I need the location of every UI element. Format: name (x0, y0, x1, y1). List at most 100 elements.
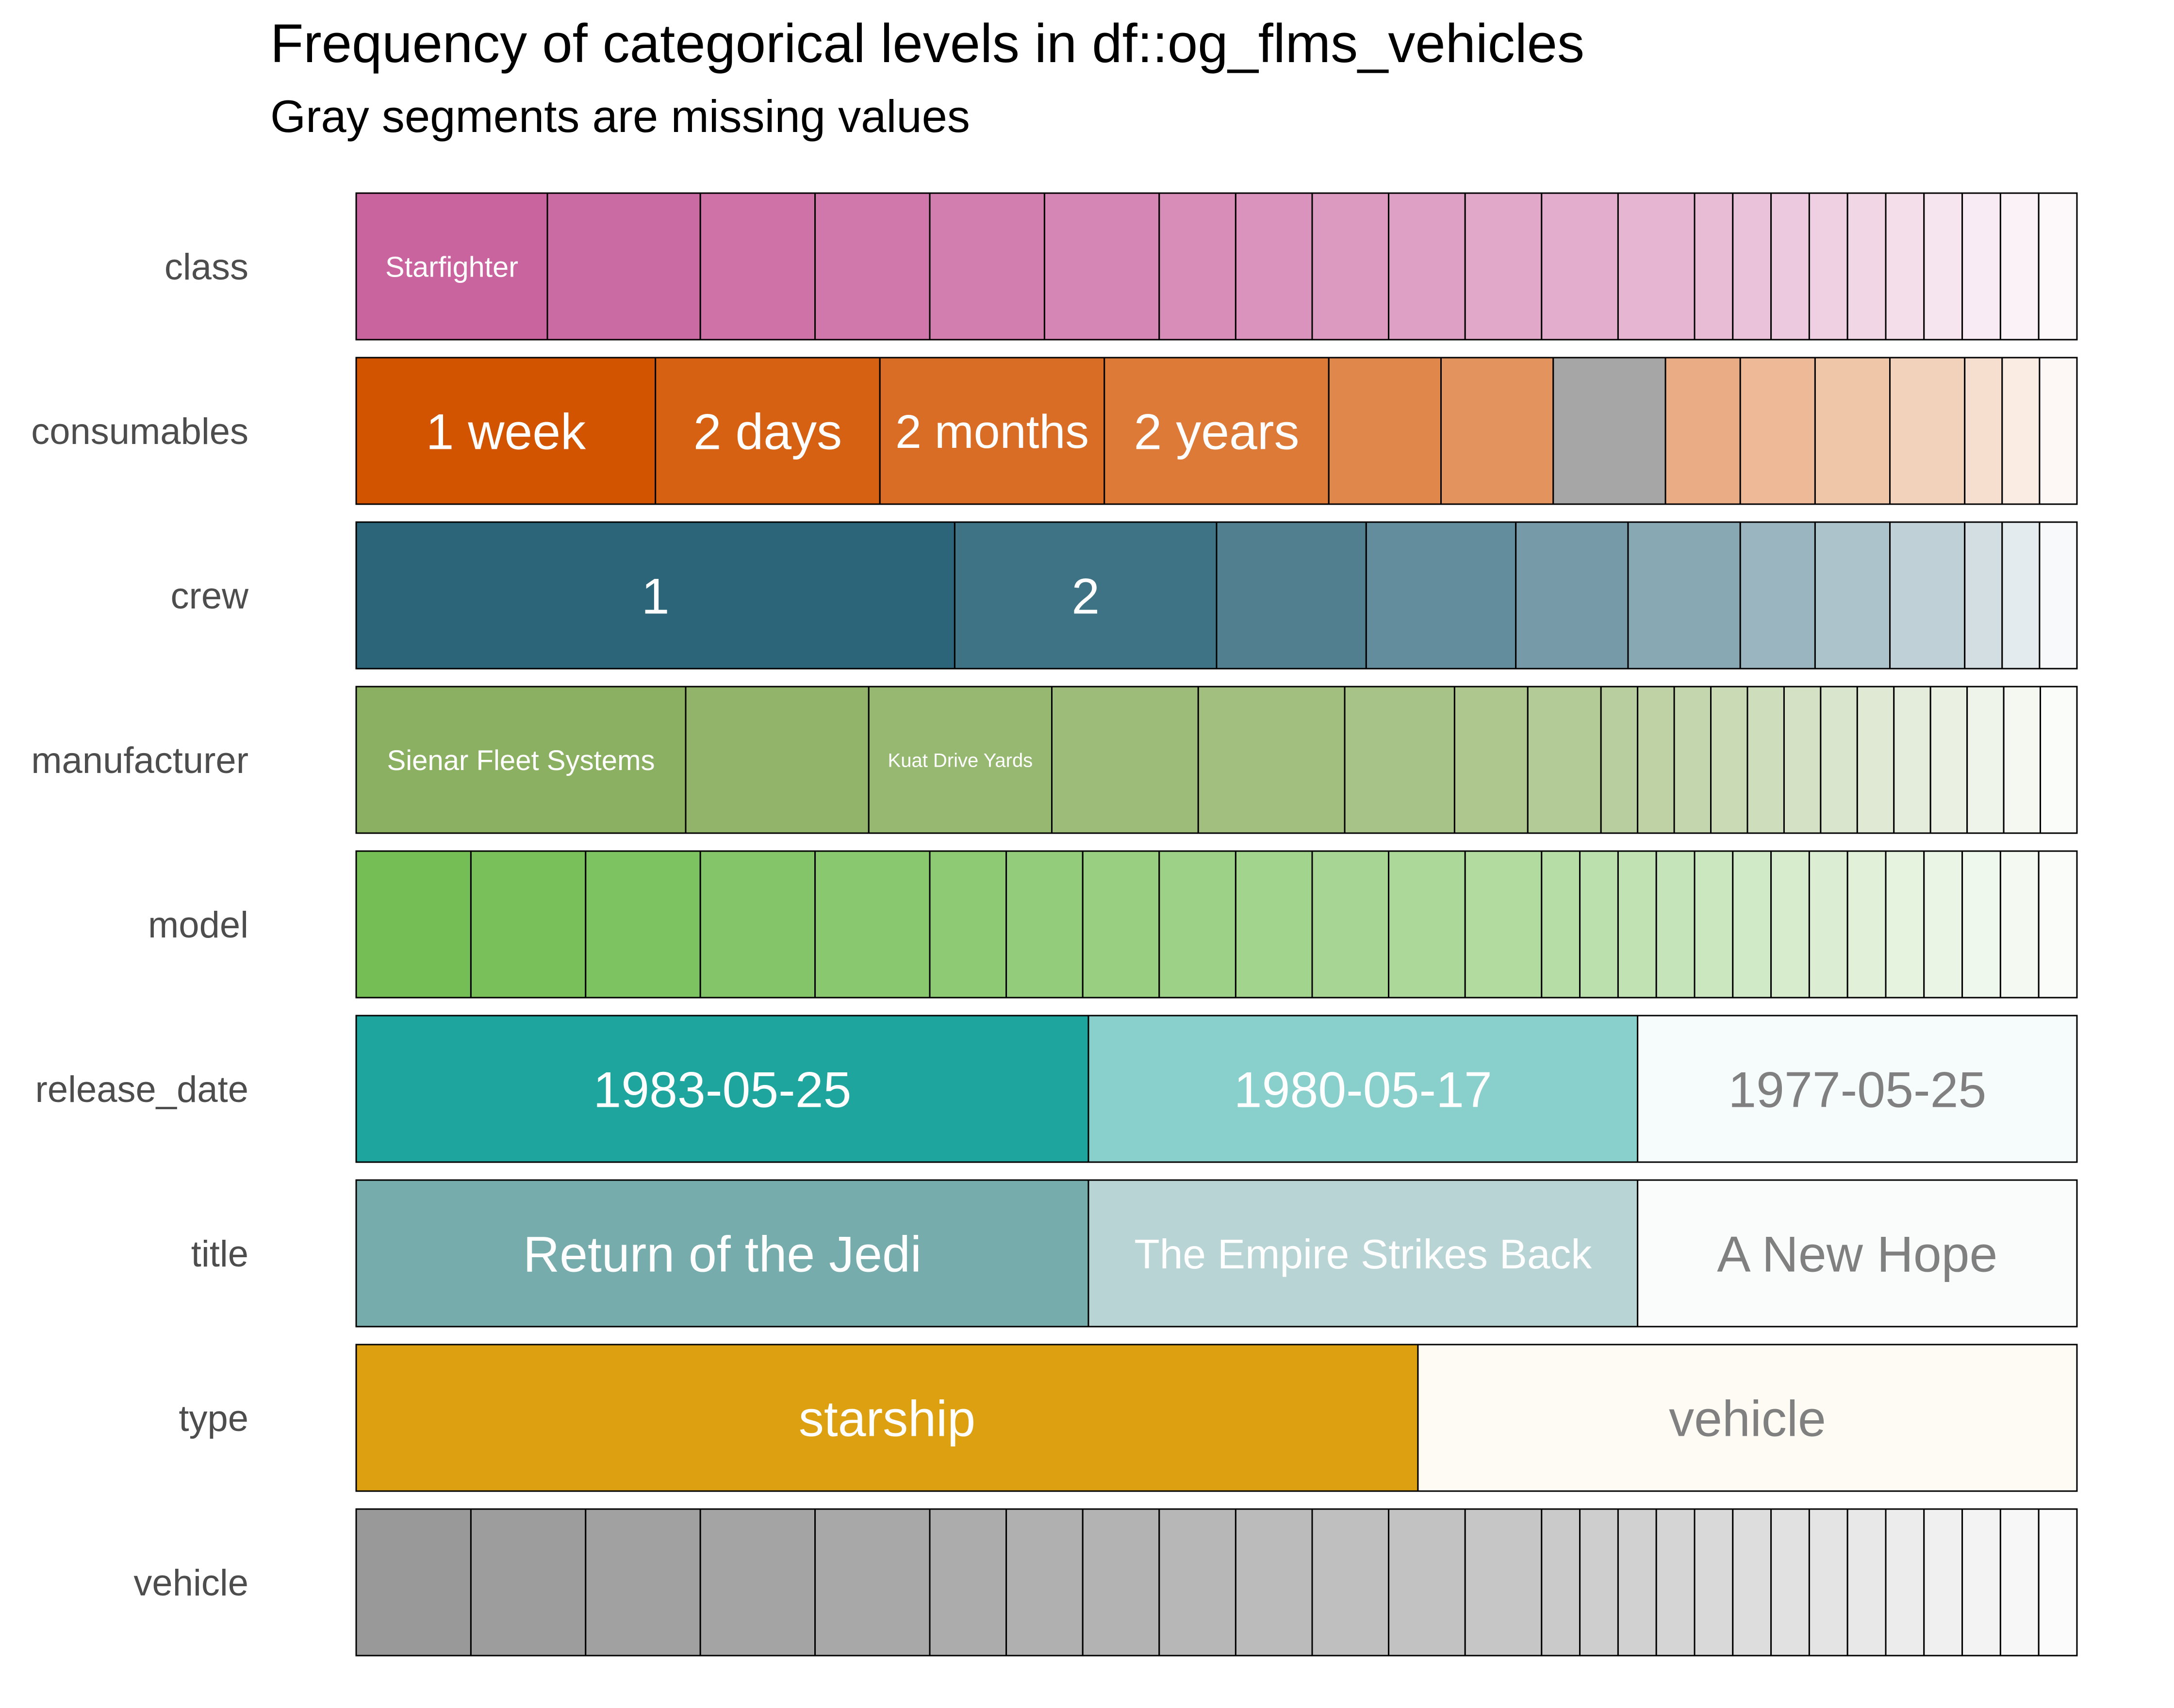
bar-segment (2038, 192, 2078, 341)
bar-segment (929, 192, 1045, 341)
bar-segment (1999, 850, 2040, 999)
segment-label: vehicle (1669, 1391, 1826, 1447)
bar-segment (355, 1508, 472, 1657)
bar-segment (355, 1015, 1089, 1163)
bar-segment (1005, 850, 1084, 999)
segment-label: starship (799, 1391, 975, 1447)
bar-segment (1885, 192, 1925, 341)
bar-segment (1216, 521, 1367, 670)
bar-segment (1966, 686, 2005, 834)
bar-segment (1808, 1508, 1848, 1657)
bar-segment (1627, 521, 1741, 670)
bar-segment (2038, 1508, 2078, 1657)
bar-segment (1964, 521, 2003, 670)
bar-segment (1158, 1508, 1236, 1657)
bar-segment (1808, 192, 1848, 341)
bar-segment (1579, 1508, 1619, 1657)
row-manufacturer: manufacturer Sienar Fleet Systems Kuat Dri… (31, 686, 2078, 834)
segment-label: A New Hope (1717, 1226, 1997, 1282)
bar-segment (2001, 357, 2041, 505)
bar-segment (1664, 357, 1741, 505)
bar-segment (1783, 686, 1822, 834)
bar-segment (1673, 686, 1712, 834)
bar-segment (2039, 521, 2078, 670)
bar-segment (1365, 521, 1517, 670)
row-release-date: release_date 1983-05-25 1980-05-17 1977-05-… (35, 1015, 2078, 1163)
bar-segment (1710, 686, 1748, 834)
bar-segment (1655, 850, 1696, 999)
bar-segment (2039, 357, 2078, 505)
bar-segment (699, 1508, 816, 1657)
bar-segment (1417, 1344, 2078, 1492)
row-title: title Return of the Jedi The Empire Strike… (191, 1179, 2078, 1328)
segment-label: Sienar Fleet Systems (387, 745, 655, 776)
bar-segment (585, 1508, 701, 1657)
segment-label: 2 years (1134, 404, 1299, 460)
row-model: model (148, 850, 2078, 999)
bar-segment (2040, 686, 2078, 834)
bar-segment (1158, 850, 1236, 999)
row-vehicle: vehicle (133, 1508, 2078, 1657)
bar-segment (1694, 1508, 1734, 1657)
bar-segment (1235, 192, 1313, 341)
bar-segment (1732, 1508, 1772, 1657)
bar-segment (1770, 850, 1810, 999)
bar-segment (1311, 192, 1390, 341)
bar-segment (1655, 1508, 1696, 1657)
segment-label: 2 (1071, 568, 1100, 624)
bar-segment (585, 850, 701, 999)
bar-segment (1158, 192, 1236, 341)
bar-segment (470, 850, 587, 999)
bar-segment (1885, 850, 1925, 999)
bar-segment (1885, 1508, 1925, 1657)
row-label: vehicle (133, 1562, 248, 1604)
bar-segment (1043, 192, 1160, 341)
bar-segment (1464, 850, 1543, 999)
segment-label: 1983-05-25 (593, 1062, 851, 1118)
bar-segment (655, 357, 881, 505)
row-label: model (148, 904, 248, 946)
bar-segment (1311, 850, 1390, 999)
bar-segment (2003, 686, 2042, 834)
bar-segment (1694, 850, 1734, 999)
segment-label: 2 days (693, 404, 842, 460)
bar-segment (355, 850, 472, 999)
chart-subtitle: Gray segments are missing values (270, 91, 970, 142)
bar-segment (929, 1508, 1007, 1657)
bar-segment (1814, 521, 1891, 670)
bar-segment (1814, 357, 1891, 505)
bar-segment (1617, 850, 1657, 999)
bar-segment (1923, 850, 1963, 999)
rows-layer: class Starfighter consumables 1 week 2 days 2… (31, 192, 2078, 1657)
bar-segment (355, 192, 548, 341)
bar-segment (1893, 686, 1931, 834)
segment-label: 2 months (895, 405, 1089, 458)
segment-label: Starfighter (385, 250, 518, 283)
bar-segment (868, 686, 1053, 834)
bar-segment (1579, 850, 1619, 999)
bar-segment (1770, 1508, 1810, 1657)
bar-segment (470, 1508, 587, 1657)
bar-segment (1344, 686, 1455, 834)
bar-segment (1637, 1179, 2078, 1328)
bar-segment (1846, 850, 1887, 999)
segment-label: Kuat Drive Yards (888, 750, 1033, 771)
bar-segment (1440, 357, 1554, 505)
bar-segment (1527, 686, 1602, 834)
bar-segment (355, 686, 687, 834)
bar-segment (1541, 850, 1581, 999)
bar-segment (1889, 357, 1966, 505)
row-label: type (179, 1398, 248, 1439)
bar-segment (1235, 850, 1313, 999)
bar-segment (1770, 192, 1810, 341)
bar-segment (355, 521, 955, 670)
bar-segment (1732, 192, 1772, 341)
bar-segment (954, 521, 1218, 670)
bar-segment (1739, 521, 1816, 670)
row-crew: crew 1 2 (171, 521, 2078, 670)
row-class: class Starfighter (165, 192, 2078, 341)
bar-segment (1464, 1508, 1543, 1657)
bar-segment (1464, 192, 1543, 341)
bar-segment (1515, 521, 1629, 670)
